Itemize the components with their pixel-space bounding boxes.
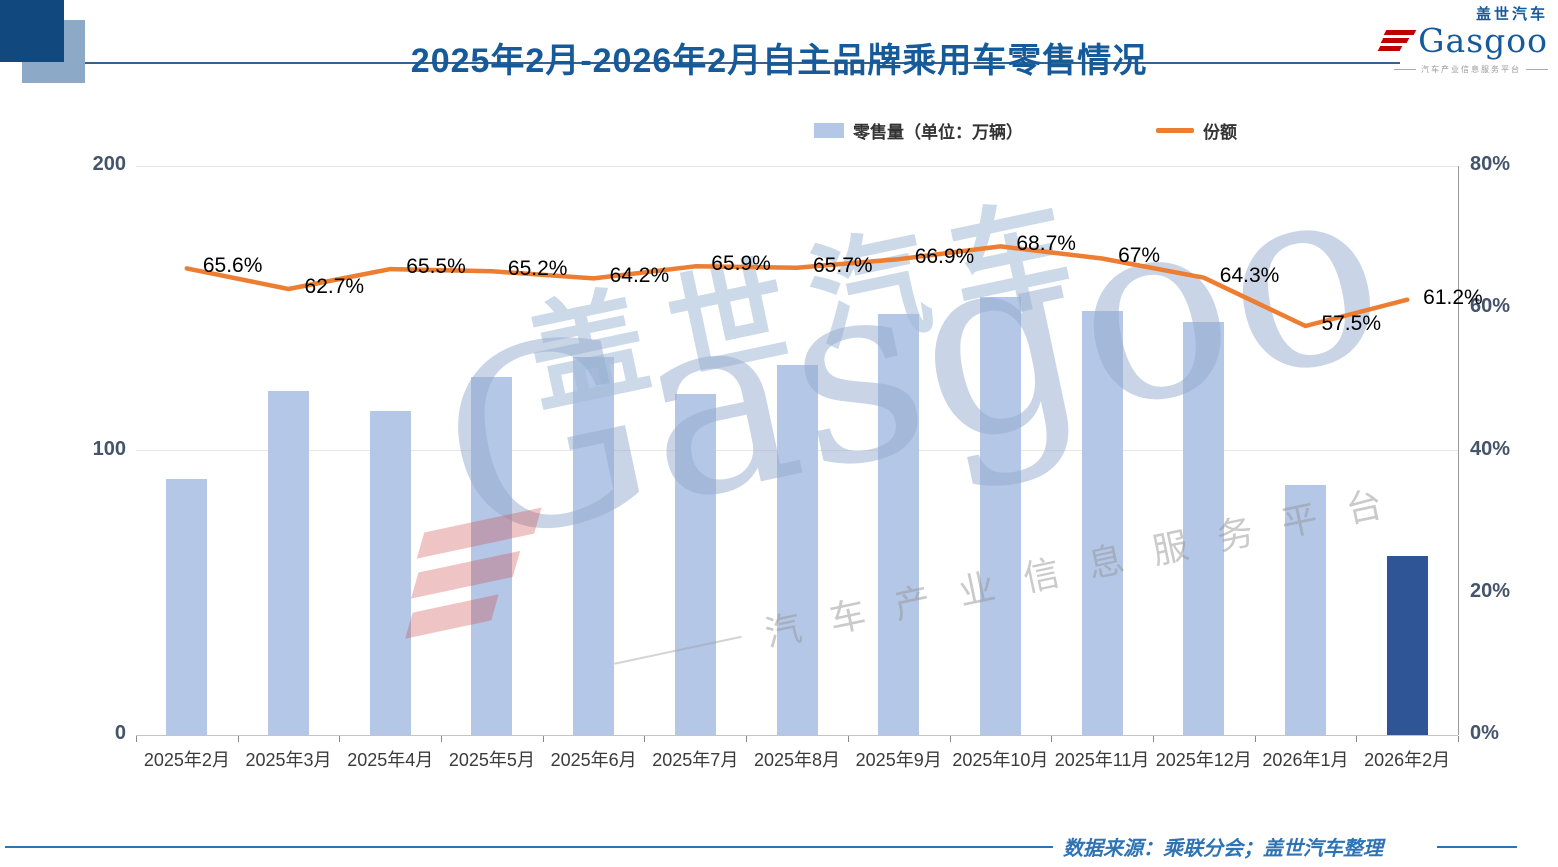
- right-axis-tick-label: 20%: [1470, 579, 1511, 602]
- logo-tagline: 汽车产业信息服务平台: [1388, 64, 1548, 75]
- data-source-note: 数据来源：乘联分会；盖世汽车整理: [1063, 838, 1383, 860]
- logo-chinese-name: 盖世汽车: [1475, 6, 1548, 23]
- share-data-label: 65.2%: [507, 257, 568, 281]
- bar-2025年4月: [369, 410, 411, 735]
- left-axis-tick-label: 200: [92, 153, 126, 175]
- share-data-label: 67%: [1118, 244, 1161, 268]
- x-axis-category-label: 2025年10月: [952, 750, 1049, 770]
- left-axis-tick-label: 100: [92, 437, 126, 460]
- logo-english-name: Gasgoo: [1418, 21, 1548, 60]
- gridline: [136, 165, 1458, 167]
- x-axis-category-label: 2025年6月: [550, 750, 637, 770]
- x-axis-category-label: 2026年1月: [1262, 750, 1349, 770]
- x-axis-tick: [136, 736, 137, 742]
- x-axis-category-label: 2025年9月: [855, 750, 942, 770]
- share-data-label: 65.6%: [202, 254, 263, 278]
- bar-2025年10月: [979, 296, 1021, 735]
- x-axis-category-label: 2025年3月: [245, 750, 332, 770]
- x-axis-tick: [441, 736, 443, 742]
- x-axis-tick: [1254, 736, 1256, 742]
- bar-2026年1月: [1284, 484, 1326, 735]
- share-data-label: 68.7%: [1016, 232, 1076, 256]
- footer-rule-right: [1437, 846, 1517, 848]
- x-axis-tick: [1458, 736, 1459, 742]
- share-data-label: 57.5%: [1321, 312, 1381, 336]
- right-axis-tick-label: 60%: [1470, 295, 1511, 318]
- x-axis-tick: [339, 736, 341, 742]
- bar-series-label: 零售量（单位：万辆）: [853, 123, 1023, 142]
- x-axis-category-label: 2025年2月: [143, 750, 230, 770]
- page-title: 2025年2月-2026年2月自主品牌乘用车零售情况: [410, 41, 1148, 80]
- bar-2026年2月: [1386, 555, 1428, 735]
- x-axis-category-label: 2025年4月: [347, 750, 434, 770]
- bar-2025年3月: [268, 390, 310, 735]
- header-square-dark: [0, 0, 64, 62]
- bar-2025年5月: [471, 376, 513, 735]
- share-data-label: 65.9%: [711, 252, 771, 276]
- bar-2025年7月: [674, 393, 716, 735]
- gasgoo-logo: 盖世汽车 Gasgoo 汽车产业信息服务平台: [1377, 6, 1548, 75]
- x-axis-category-label: 2026年2月: [1364, 750, 1451, 770]
- tagline-text: 汽车产业信息服务平台: [1421, 65, 1521, 74]
- x-axis-tick: [949, 736, 951, 742]
- x-axis-tick: [1051, 736, 1053, 742]
- legend-item-bars: 零售量（单位：万辆）: [814, 118, 1023, 143]
- x-axis-category-label: 2025年5月: [448, 750, 535, 770]
- x-axis-category-label: 2025年11月: [1054, 750, 1150, 770]
- share-data-label: 61.2%: [1423, 285, 1483, 309]
- right-axis-line: [1458, 166, 1459, 735]
- x-axis-tick: [644, 736, 646, 742]
- x-axis-category-label: 2025年7月: [652, 750, 739, 770]
- bar-2025年8月: [776, 365, 818, 735]
- right-axis-tick-label: 40%: [1470, 437, 1511, 460]
- tagline-dash-right: [1526, 69, 1548, 70]
- bar-2025年6月: [573, 356, 615, 735]
- x-axis-category-label: 2025年12月: [1155, 750, 1252, 770]
- share-data-label: 62.7%: [304, 275, 365, 299]
- x-axis-line: [136, 735, 1458, 736]
- bar-2025年11月: [1081, 311, 1123, 735]
- bar-2025年2月: [166, 478, 208, 735]
- share-data-label: 64.2%: [609, 264, 670, 288]
- tagline-dash-left: [1394, 69, 1416, 70]
- line-series-label: 份额: [1203, 123, 1237, 142]
- x-axis-tick: [237, 736, 239, 742]
- share-data-label: 64.3%: [1219, 263, 1280, 287]
- legend-item-line: 份额: [1156, 118, 1237, 143]
- bar-2025年9月: [878, 313, 920, 735]
- share-data-label: 65.7%: [813, 253, 873, 277]
- x-axis-tick: [1356, 736, 1358, 742]
- line-series-swatch: [1156, 128, 1194, 133]
- x-axis-category-label: 2025年8月: [753, 750, 841, 770]
- header-rule: [58, 62, 1400, 64]
- right-axis-tick-label: 0%: [1470, 722, 1499, 744]
- right-axis-tick-label: 80%: [1470, 153, 1511, 175]
- x-axis-tick: [1152, 736, 1154, 742]
- bar-series-swatch: [814, 123, 844, 138]
- left-axis-tick-label: 0: [114, 722, 126, 744]
- x-axis-tick: [847, 736, 849, 742]
- share-data-label: 66.9%: [914, 245, 975, 269]
- x-axis-tick: [542, 736, 544, 742]
- share-data-label: 65.5%: [406, 255, 466, 279]
- x-axis-tick: [746, 736, 748, 742]
- bar-2025年12月: [1183, 322, 1225, 735]
- footer-rule-left: [5, 846, 1053, 848]
